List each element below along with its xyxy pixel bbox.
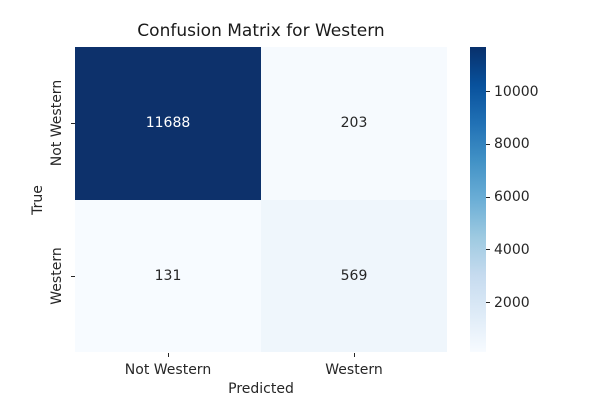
colorbar-tick-label: 10000	[494, 83, 539, 100]
heatmap-cell: 131	[75, 199, 261, 352]
x-tick-label-not-western: Not Western	[124, 362, 212, 378]
y-tick-label-western: Western	[49, 247, 65, 305]
colorbar-tick-mark	[486, 143, 490, 145]
heatmap-cell: 11688	[75, 47, 261, 200]
y-tick-mark	[71, 276, 75, 277]
colorbar-tick-label: 4000	[494, 241, 530, 258]
x-tick-mark	[168, 353, 169, 357]
x-axis-label: Predicted	[228, 381, 294, 397]
colorbar-tick-label: 8000	[494, 136, 530, 153]
colorbar-tick-label: 2000	[494, 294, 530, 311]
chart-title: Confusion Matrix for Western	[137, 21, 385, 41]
x-tick-label-western: Western	[325, 362, 383, 378]
heatmap: 11688 203 131 569	[75, 47, 447, 352]
x-tick-mark	[354, 353, 355, 357]
heatmap-cell: 203	[261, 47, 447, 200]
colorbar-tick-mark	[486, 196, 490, 198]
colorbar-tick-label: 6000	[494, 189, 530, 206]
y-axis-label: True	[30, 185, 46, 215]
colorbar-tick-mark	[486, 249, 490, 251]
y-tick-label-not-western: Not Western	[49, 79, 65, 167]
colorbar	[470, 47, 486, 352]
y-tick-mark	[71, 123, 75, 124]
colorbar-tick-mark	[486, 302, 490, 304]
heatmap-cell: 569	[261, 199, 447, 352]
colorbar-tick-mark	[486, 91, 490, 93]
